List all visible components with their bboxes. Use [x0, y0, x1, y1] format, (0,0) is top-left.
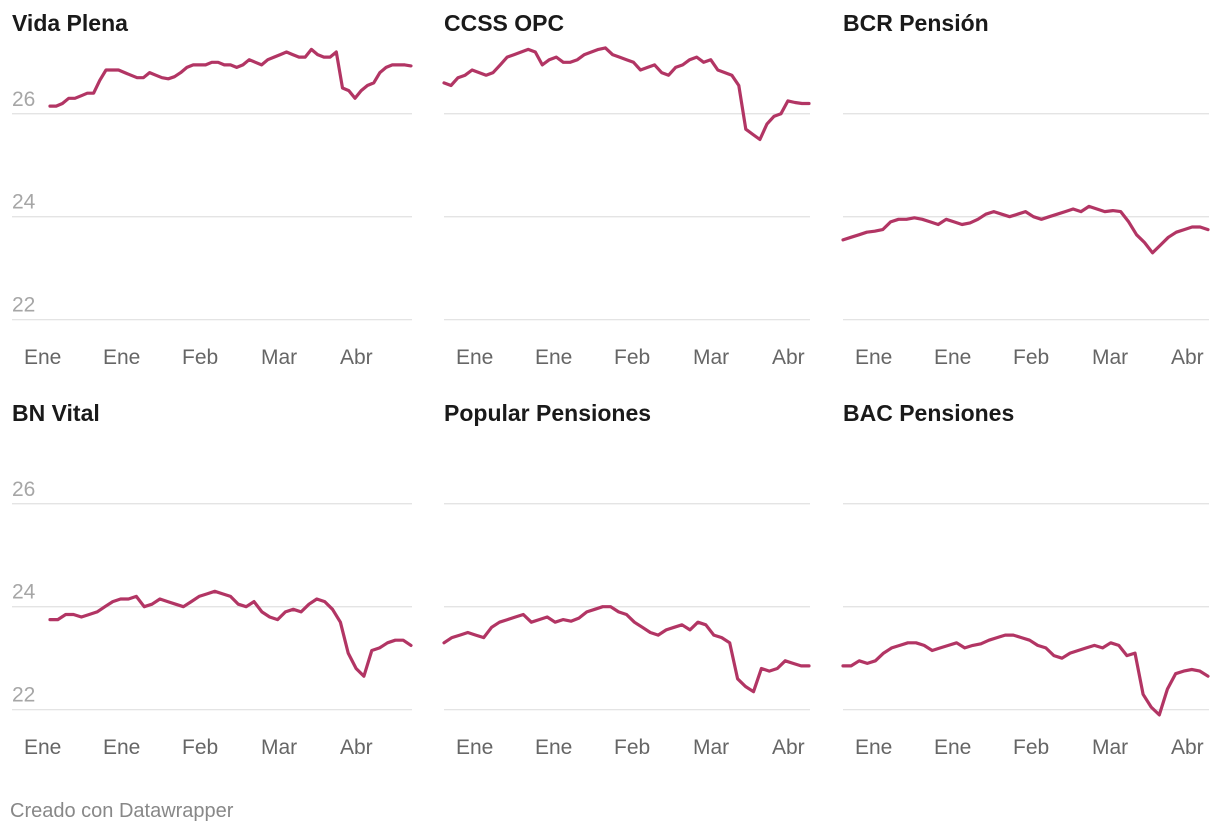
x-tick-label: Ene [535, 346, 572, 369]
panel-title: BAC Pensiones [843, 400, 1015, 426]
x-tick-label: Abr [772, 346, 805, 369]
series-line [841, 204, 1210, 255]
x-tick-label: Ene [535, 736, 572, 759]
panel-bn-vital: BN Vital 22 24 26 Ene Ene Feb Mar Abr [12, 400, 413, 770]
x-tick-label: Abr [1171, 736, 1204, 759]
y-tick-label: 22 [12, 684, 35, 707]
panel-title: BN Vital [12, 400, 100, 426]
x-tick-label: Abr [1171, 346, 1204, 369]
x-tick-label: Ene [103, 346, 140, 369]
x-tick-label: Abr [340, 736, 373, 759]
series-line [841, 633, 1210, 717]
x-tick-label: Abr [772, 736, 805, 759]
panel-vida-plena: Vida Plena 22 24 26 Ene Ene Feb Mar Abr [12, 10, 413, 380]
x-tick-label: Ene [24, 346, 61, 369]
panel-bcr-pension: BCR Pensión Ene Ene Feb Mar Abr [841, 10, 1210, 380]
line-chart: 22 24 26 Ene Ene Feb Mar Abr [12, 478, 413, 759]
y-tick-label: 26 [12, 478, 35, 501]
line-chart: Ene Ene Feb Mar Abr [841, 113, 1210, 369]
line-chart: 22 24 26 Ene Ene Feb Mar Abr [12, 47, 413, 369]
x-tick-label: Abr [340, 346, 373, 369]
series-line [48, 589, 413, 678]
x-tick-label: Ene [855, 346, 892, 369]
panel-title: BCR Pensión [843, 10, 989, 36]
x-tick-label: Ene [456, 346, 493, 369]
line-chart: Ene Ene Feb Mar Abr [442, 46, 811, 369]
panel-title: CCSS OPC [444, 10, 565, 36]
footer-credit: Creado con Datawrapper [10, 800, 234, 822]
panel-bac-pensiones: BAC Pensiones Ene Ene Feb Mar Abr [841, 400, 1210, 770]
line-chart: Ene Ene Feb Mar Abr [841, 503, 1210, 759]
x-tick-label: Feb [614, 346, 650, 369]
x-tick-label: Ene [456, 736, 493, 759]
y-tick-label: 24 [12, 581, 36, 604]
panel-popular-pensiones: Popular Pensiones Ene Ene Feb Mar Abr [442, 400, 811, 770]
x-tick-label: Feb [182, 736, 218, 759]
x-tick-label: Mar [693, 736, 729, 759]
y-tick-label: 22 [12, 294, 35, 317]
x-tick-label: Mar [261, 736, 297, 759]
x-tick-label: Mar [693, 346, 729, 369]
x-tick-label: Ene [103, 736, 140, 759]
series-line [442, 46, 811, 142]
line-chart: Ene Ene Feb Mar Abr [442, 503, 811, 759]
x-tick-label: Ene [934, 736, 971, 759]
x-tick-label: Ene [855, 736, 892, 759]
x-tick-label: Feb [182, 346, 218, 369]
x-tick-label: Feb [1013, 346, 1049, 369]
x-tick-label: Mar [1092, 736, 1128, 759]
series-line [442, 605, 811, 694]
series-line [48, 47, 413, 108]
x-tick-label: Feb [1013, 736, 1049, 759]
x-tick-label: Ene [24, 736, 61, 759]
y-tick-label: 24 [12, 191, 36, 214]
x-tick-label: Mar [1092, 346, 1128, 369]
x-tick-label: Mar [261, 346, 297, 369]
y-tick-label: 26 [12, 88, 35, 111]
panel-ccss-opc: CCSS OPC Ene Ene Feb Mar Abr [442, 10, 811, 380]
panel-title: Popular Pensiones [444, 400, 652, 426]
panel-title: Vida Plena [12, 10, 128, 36]
x-tick-label: Feb [614, 736, 650, 759]
x-tick-label: Ene [934, 346, 971, 369]
